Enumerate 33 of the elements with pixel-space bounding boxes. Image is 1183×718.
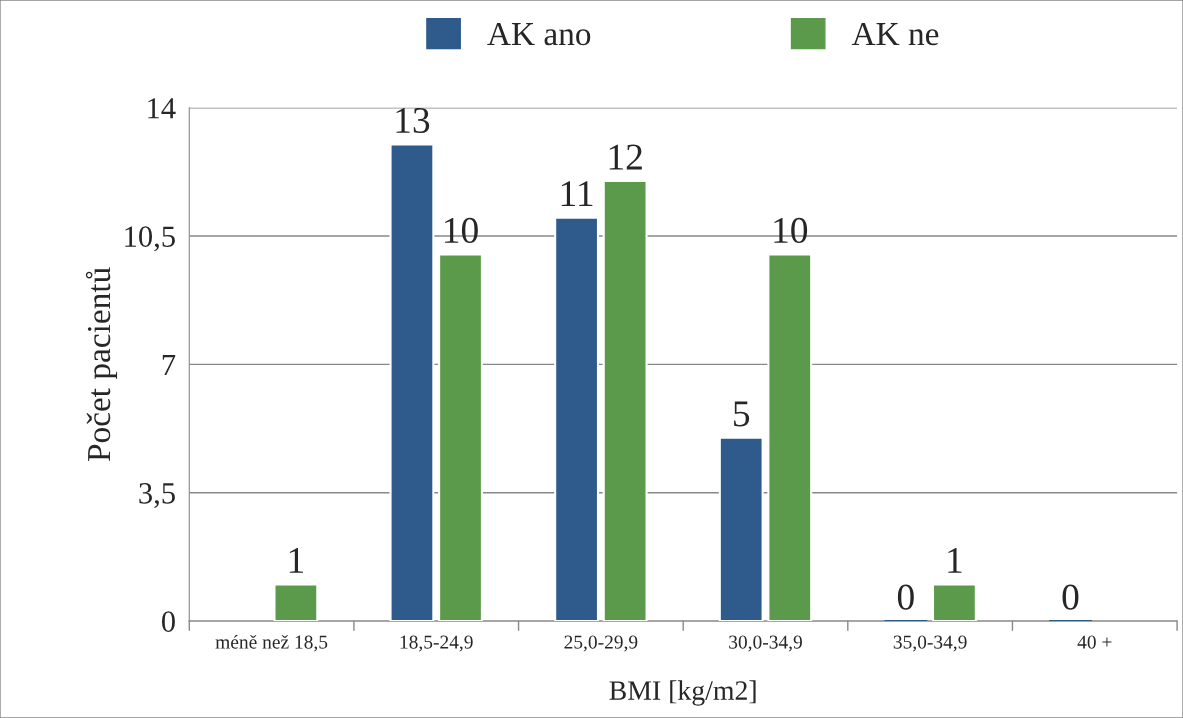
y-tick-label: 14 [148, 98, 176, 119]
legend-label: AK ano [487, 22, 591, 46]
y-tick-label: 7 [162, 354, 176, 375]
x-tick-label: 40 + [1077, 635, 1112, 649]
legend-label: AK ne [851, 22, 939, 46]
bar [931, 583, 977, 622]
x-tick-label: méně než 18,5 [215, 634, 328, 652]
x-tick-label: 35,0-34,9 [893, 635, 967, 652]
data-label: 10 [445, 217, 478, 244]
data-label: 11 [561, 181, 593, 207]
y-tick-label: 10,5 [125, 226, 175, 252]
y-axis-title: Počet pacientů [85, 267, 118, 462]
data-label: 12 [609, 144, 642, 170]
x-axis-title: BMI [kg/m2] [609, 680, 756, 706]
bar [718, 436, 764, 622]
x-tick-label: 25,0-29,9 [564, 635, 638, 652]
data-label: 0 [1062, 584, 1079, 610]
bar [389, 143, 435, 622]
bar [438, 253, 483, 622]
bar [602, 180, 648, 622]
y-tick-label: 0 [161, 611, 175, 632]
x-tick-label: 30,0-34,9 [729, 635, 802, 652]
data-label: 10 [774, 217, 808, 244]
y-tick-label: 3,5 [139, 483, 175, 509]
data-label: 13 [396, 107, 430, 134]
data-label: 1 [289, 547, 304, 573]
data-label: 5 [734, 401, 750, 427]
bar [273, 583, 319, 622]
data-label: 1 [948, 547, 962, 573]
data-label: 0 [897, 584, 914, 610]
bar [554, 216, 600, 622]
bar [767, 253, 813, 622]
x-tick-label: 18,5-24,9 [400, 635, 473, 652]
